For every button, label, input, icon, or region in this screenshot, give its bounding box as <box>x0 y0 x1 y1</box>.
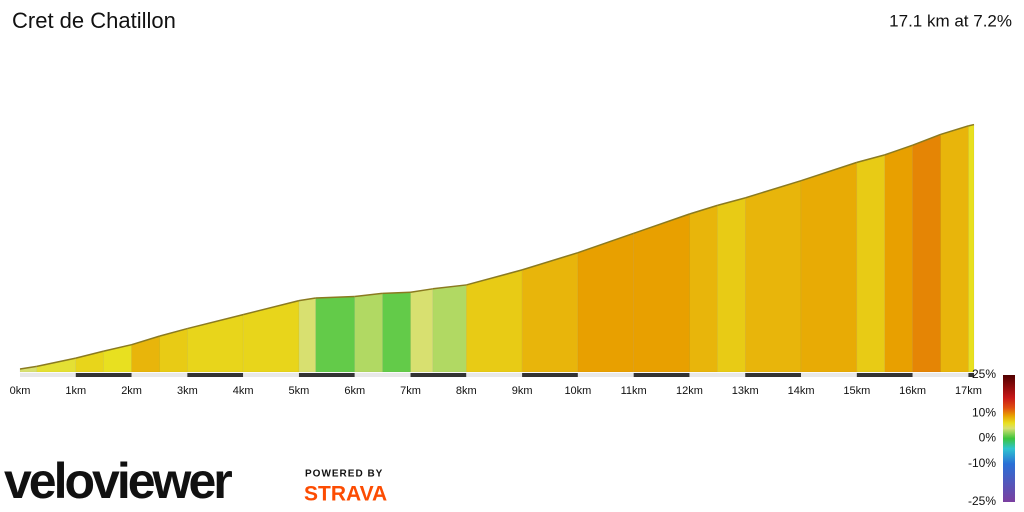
gradient-segment <box>940 125 969 373</box>
profile-edge <box>36 357 76 368</box>
profile-edge <box>19 365 37 370</box>
gradient-segment <box>103 344 132 373</box>
profile-edge <box>354 292 383 298</box>
profile-edge <box>298 297 316 302</box>
gradient-segment <box>689 205 718 373</box>
gradient-segment <box>354 293 383 373</box>
profile-edge <box>521 251 579 271</box>
profile-edge <box>884 144 913 156</box>
summary: 17.1 km at 7.2% <box>889 11 1012 30</box>
km-label: 17km <box>955 385 982 397</box>
gradient-segment <box>242 300 300 373</box>
brand-logo: veloviewer <box>4 453 232 509</box>
partner-logo: STRAVA <box>304 483 387 506</box>
km-label: 13km <box>732 385 759 397</box>
profile-edge <box>466 269 523 286</box>
gradient-segment <box>466 269 523 373</box>
gradient-segment <box>298 297 316 373</box>
gradient-segment <box>410 288 434 373</box>
profile: 0km 1km 2km 3km 4km 5km 6km 7km 8km 9km 10km 11km 12… <box>10 123 982 397</box>
legend-label: -25% <box>968 494 996 508</box>
profile-edge <box>577 232 634 254</box>
profile-edge <box>382 291 411 295</box>
gradient-segment <box>131 335 160 373</box>
profile-edge <box>717 197 746 207</box>
profile-edge <box>856 154 885 164</box>
gradient-segment <box>745 180 802 373</box>
profile-edge <box>159 327 188 337</box>
legend-label: 10% <box>972 405 996 419</box>
gradient-segment <box>315 296 355 373</box>
profile-edge <box>633 213 690 235</box>
km-label: 12km <box>676 385 703 397</box>
gradient-segment <box>912 134 941 373</box>
gradient-segment <box>521 252 579 373</box>
km-label: 15km <box>843 385 870 397</box>
profile-edge <box>689 204 718 215</box>
profile-edge <box>75 350 104 359</box>
gradient-segment <box>633 213 690 373</box>
profile-edge <box>940 125 969 136</box>
profile-edge <box>968 123 975 127</box>
profile-edge <box>745 179 802 199</box>
km-label: 1km <box>65 385 86 397</box>
km-label: 7km <box>400 385 421 397</box>
km-label: 0km <box>10 385 31 397</box>
title: Cret de Chatillon <box>12 8 176 33</box>
km-label: 10km <box>564 385 591 397</box>
km-label: 11km <box>621 385 647 397</box>
gradient-segment <box>968 124 975 373</box>
gradient-segment <box>382 291 411 373</box>
km-label: 3km <box>177 385 198 397</box>
gradient-segment <box>856 154 885 373</box>
km-label: 9km <box>512 385 533 397</box>
gradient-segment <box>884 144 913 373</box>
profile-edge <box>432 284 467 290</box>
km-label: 2km <box>121 385 142 397</box>
km-label: 14km <box>788 385 815 397</box>
profile-edge <box>131 335 160 346</box>
profile-edge <box>912 133 941 146</box>
profile-edge <box>103 343 132 352</box>
profile-edge <box>242 299 300 316</box>
gradient-segment <box>187 314 244 373</box>
gradient-segment <box>577 232 634 373</box>
powered-by: POWERED BY <box>305 469 383 480</box>
km-label: 8km <box>456 385 477 397</box>
legend-label: 25% <box>972 367 996 381</box>
gradient-segment <box>432 284 467 373</box>
gradient-segment <box>717 197 746 373</box>
gradient-segment <box>800 162 858 373</box>
km-label: 5km <box>289 385 310 397</box>
km-label: 4km <box>233 385 254 397</box>
legend-label: 0% <box>979 431 997 445</box>
profile-edge <box>315 295 355 299</box>
color-bar <box>1003 375 1015 502</box>
profile-edge <box>187 313 244 330</box>
profile-edge <box>410 288 433 293</box>
legend-label: -10% <box>968 456 996 470</box>
km-label: 16km <box>899 385 926 397</box>
profile-edge <box>800 161 858 182</box>
km-label: 6km <box>344 385 365 397</box>
